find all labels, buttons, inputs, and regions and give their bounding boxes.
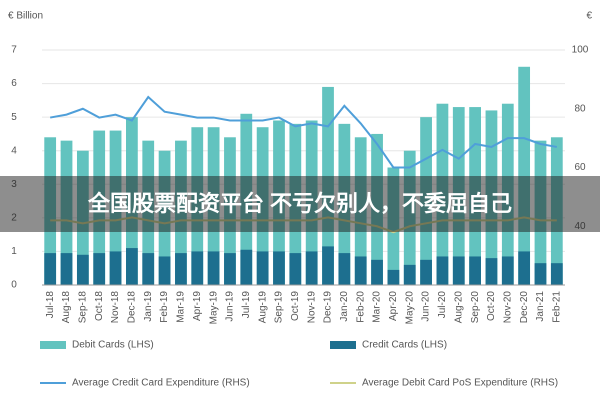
x-tick-label: Dec-19: [323, 291, 334, 324]
bar: [354, 256, 367, 285]
bar: [76, 254, 89, 285]
x-tick-label: Nov-20: [502, 291, 513, 324]
bar: [191, 251, 204, 285]
x-tick-label: Feb-19: [159, 291, 170, 323]
legend-label: Average Debit Card PoS Expenditure (RHS): [362, 378, 558, 389]
x-tick-label: Jul-20: [437, 291, 448, 319]
bar: [403, 264, 416, 285]
x-tick-label: Jun-20: [421, 291, 432, 322]
legend-label: Debit Cards (LHS): [72, 340, 154, 351]
y2-axis-label: €: [586, 11, 592, 22]
x-tick-label: Feb-20: [355, 291, 366, 323]
bar: [289, 253, 302, 285]
y-tick-label: 6: [11, 78, 17, 89]
x-tick-label: Oct-19: [290, 291, 301, 321]
x-tick-label: Mar-19: [176, 291, 187, 323]
banner-text: 全国股票配资平台 不亏欠别人，不委屈自己: [87, 191, 512, 216]
bar: [420, 259, 432, 285]
y2-tick-label: 80: [574, 103, 586, 114]
x-tick-label: Jan-19: [143, 291, 154, 322]
x-tick-label: May-20: [404, 291, 415, 325]
x-tick-label: Sep-19: [274, 291, 285, 324]
x-tick-label: Sep-18: [78, 291, 89, 324]
y-tick-label: 7: [11, 45, 17, 56]
x-tick-label: Apr-20: [388, 291, 399, 321]
bar: [452, 256, 465, 285]
x-tick-label: May-19: [208, 291, 219, 325]
y-tick-label: 0: [11, 280, 17, 291]
y-tick-label: 5: [11, 112, 17, 123]
x-tick-label: Apr-19: [192, 291, 203, 321]
bar: [501, 256, 514, 285]
x-tick-label: Jan-21: [535, 291, 546, 322]
bar: [240, 249, 253, 285]
x-tick-label: Dec-20: [519, 291, 530, 324]
bar: [338, 253, 351, 285]
bar: [256, 251, 269, 285]
bar: [44, 253, 57, 285]
y-axis-label: € Billion: [8, 11, 43, 22]
x-tick-label: Jul-19: [241, 291, 252, 319]
banner-background: [0, 176, 600, 232]
bar: [126, 248, 138, 285]
line: [49, 95, 558, 169]
y2-tick-label: 100: [572, 45, 589, 56]
x-tick-label: Mar-20: [372, 291, 383, 323]
bar: [207, 251, 220, 285]
legend-swatch: [40, 341, 66, 349]
bar: [322, 246, 334, 285]
x-tick-label: Jun-19: [225, 291, 236, 322]
bar: [436, 256, 449, 285]
x-tick-label: Aug-19: [257, 291, 268, 324]
x-tick-label: Oct-20: [486, 291, 497, 321]
bar: [224, 253, 236, 285]
x-tick-label: Feb-21: [551, 291, 562, 323]
x-tick-label: Aug-18: [61, 291, 72, 324]
x-tick-label: Aug-20: [453, 291, 464, 324]
bar: [534, 263, 547, 285]
bar: [158, 256, 171, 285]
bar: [371, 259, 383, 285]
bar: [387, 269, 400, 285]
x-tick-label: Oct-18: [94, 291, 105, 321]
bar: [273, 251, 285, 285]
legend-label: Average Credit Card Expenditure (RHS): [72, 378, 250, 389]
bar: [518, 66, 531, 286]
bar: [305, 251, 318, 285]
legend-swatch: [330, 341, 356, 349]
bar: [550, 263, 563, 285]
x-tick-label: Sep-20: [470, 291, 481, 324]
bar: [469, 256, 481, 285]
bar: [485, 258, 498, 285]
bar: [60, 253, 73, 285]
x-tick-label: Dec-18: [127, 291, 138, 324]
y-tick-label: 1: [11, 246, 17, 257]
bar: [175, 253, 187, 285]
bar: [109, 251, 122, 285]
x-tick-label: Nov-19: [306, 291, 317, 324]
bar: [518, 251, 531, 285]
bar: [142, 253, 155, 285]
x-tick-label: Nov-18: [110, 291, 121, 324]
bar: [93, 253, 106, 285]
x-tick-label: Jan-20: [339, 291, 350, 322]
y2-tick-label: 60: [574, 162, 586, 173]
legend-label: Credit Cards (LHS): [362, 340, 447, 351]
x-tick-label: Jul-18: [45, 291, 56, 319]
y-tick-label: 4: [11, 145, 17, 156]
